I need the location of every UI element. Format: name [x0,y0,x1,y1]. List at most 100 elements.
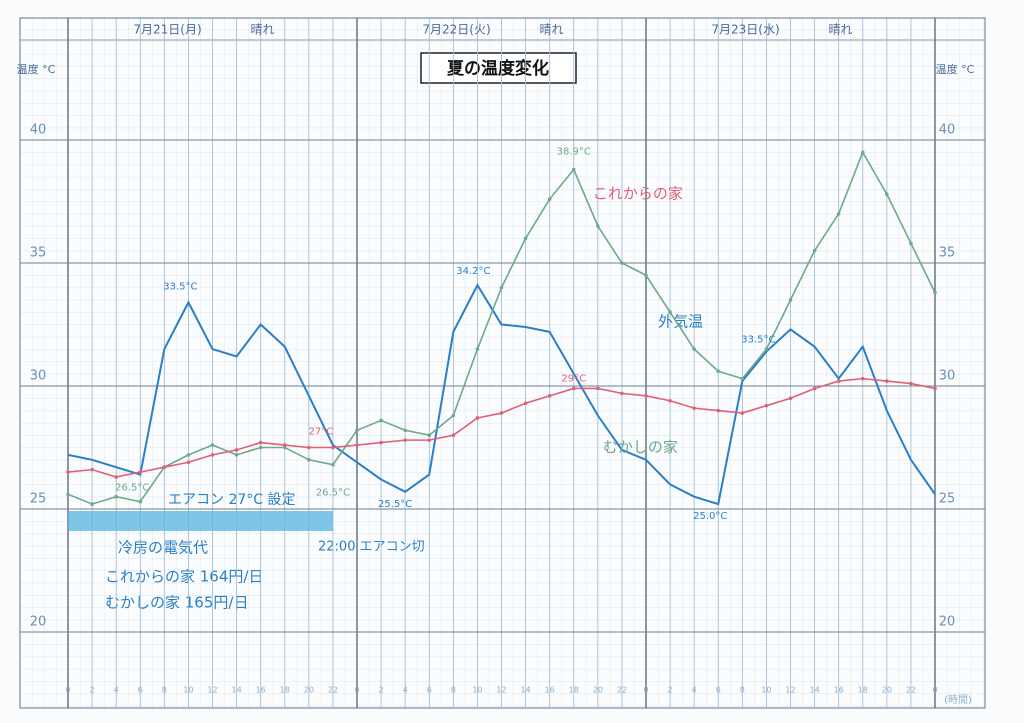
annotation: 26.5°C [316,488,350,499]
y-tick-label: 35 [30,246,47,261]
day-date: 7月23日(水) [711,23,779,37]
point [331,462,335,467]
point [596,386,600,391]
y-tick-label: 25 [30,492,47,507]
x-axis-label: (時間) [944,694,972,706]
point [571,386,576,391]
x-tick-label: 22 [328,686,338,695]
x-tick-label: 0 [354,686,359,695]
point [668,398,672,403]
x-tick-label: 12 [785,686,795,695]
x-tick-label: 4 [403,686,408,695]
point [475,416,480,420]
point [307,445,311,450]
point [547,394,552,398]
x-tick-label: 12 [207,686,217,695]
point [258,440,263,445]
point [499,285,504,290]
point [523,236,528,241]
point [933,290,937,295]
annotation: 33.5°C [741,335,775,346]
point [499,411,504,415]
point [571,167,576,172]
point [234,453,239,457]
graph-paper [20,18,985,708]
x-tick-label: 16 [256,686,266,695]
y-tick-label: 20 [30,615,47,630]
day-weather: 晴れ [539,23,563,37]
point [812,248,817,253]
x-tick-label: 14 [520,686,530,695]
x-tick-label: 6 [716,686,721,695]
point [764,403,769,408]
ac-bar [68,511,333,531]
point [403,438,407,442]
x-tick-label: 16 [834,686,844,695]
point [620,261,624,265]
point [282,445,287,450]
annotation: 38.9°C [557,147,591,158]
point [66,470,70,474]
y2-tick-label: 40 [939,123,956,138]
x-tick-label: 2 [379,686,384,695]
point [258,445,263,450]
point [764,347,769,351]
point [692,406,696,410]
point [355,443,359,447]
day-weather: 晴れ [828,23,852,37]
point [885,192,889,196]
x-tick-label: 10 [183,686,193,695]
point [403,428,407,433]
x-tick-label: 0 [643,686,648,695]
point [427,433,432,438]
point [210,453,215,457]
frame [19,17,986,709]
point [836,212,841,216]
point [234,448,239,452]
x-tick-label: 8 [451,686,456,695]
point [788,396,793,401]
series-label: むかしの家 [603,438,678,456]
point [451,413,456,418]
point [186,460,191,465]
x-tick-label: 0 [932,686,937,695]
day-date: 7月22日(火) [422,23,490,37]
point [138,470,143,474]
day-weather: 晴れ [250,23,274,37]
point [933,386,937,391]
point [523,401,528,406]
point [596,224,600,228]
point [836,379,841,383]
point [379,418,383,423]
x-tick-label: 10 [761,686,771,695]
x-tick-label: 20 [593,686,603,695]
annotation: 33.5°C [163,281,197,292]
point [307,458,311,462]
y-tick-label: 40 [30,123,47,138]
point [644,394,648,398]
point [909,381,913,386]
point [716,369,721,374]
point [788,298,793,302]
y-axis-label: 温度 °C [17,62,56,76]
point [885,379,889,383]
day-date: 7月21日(月) [133,23,201,37]
x-tick-label: 4 [692,686,697,695]
cost-title: 冷房の電気代 [118,539,208,557]
x-tick-label: 8 [162,686,167,695]
point [644,273,648,278]
point [812,386,817,391]
y2-tick-label: 35 [939,246,956,261]
point [355,428,359,433]
x-tick-label: 6 [138,686,143,695]
x-tick-label: 4 [114,686,119,695]
series-line [67,283,936,506]
point [379,440,383,445]
x-tick-label: 16 [545,686,555,695]
point [282,443,287,447]
point [210,443,215,447]
point [668,310,672,315]
y2-axis-label: 温度 °C [936,62,975,76]
point [740,411,745,415]
x-tick-label: 18 [858,686,868,695]
